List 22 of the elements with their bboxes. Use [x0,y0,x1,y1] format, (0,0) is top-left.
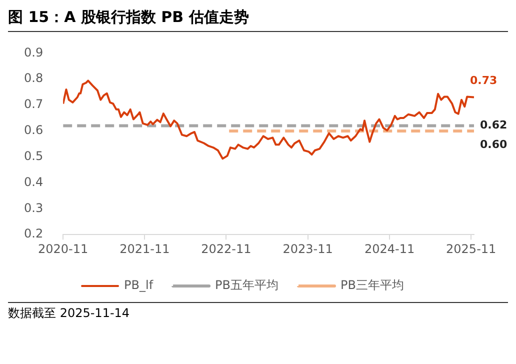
y-tick-label: 0.3 [24,200,44,215]
chart-title: 图 15：A 股银行指数 PB 估值走势 [8,8,508,32]
y-tick-label: 0.4 [24,174,44,189]
y-tick-label: 0.7 [24,97,44,112]
legend-label: PB五年平均 [215,278,279,292]
y-tick-label: 0.2 [24,226,44,241]
x-tick-label: 2022-11 [201,242,252,256]
data-label: 0.60 [480,138,508,151]
y-tick-label: 0.9 [24,45,44,60]
data-label: 0.62 [480,118,508,132]
x-tick-label: 2021-11 [120,242,170,256]
x-tick-label: 2025-11 [446,242,496,256]
legend-label: PB_lf [124,278,154,292]
text: 数据截至 2025-11-14 [8,305,508,322]
legend-label: PB三年平均 [340,278,404,292]
data-label: 0.73 [470,74,498,88]
y-tick-label: 0.6 [24,123,44,138]
x-tick-label: 2024-11 [364,242,415,256]
y-tick-label: 0.8 [24,71,44,86]
y-tick-label: 0.5 [24,148,44,163]
x-tick-label: 2020-11 [38,242,88,256]
x-tick-label: 2023-11 [282,242,333,256]
